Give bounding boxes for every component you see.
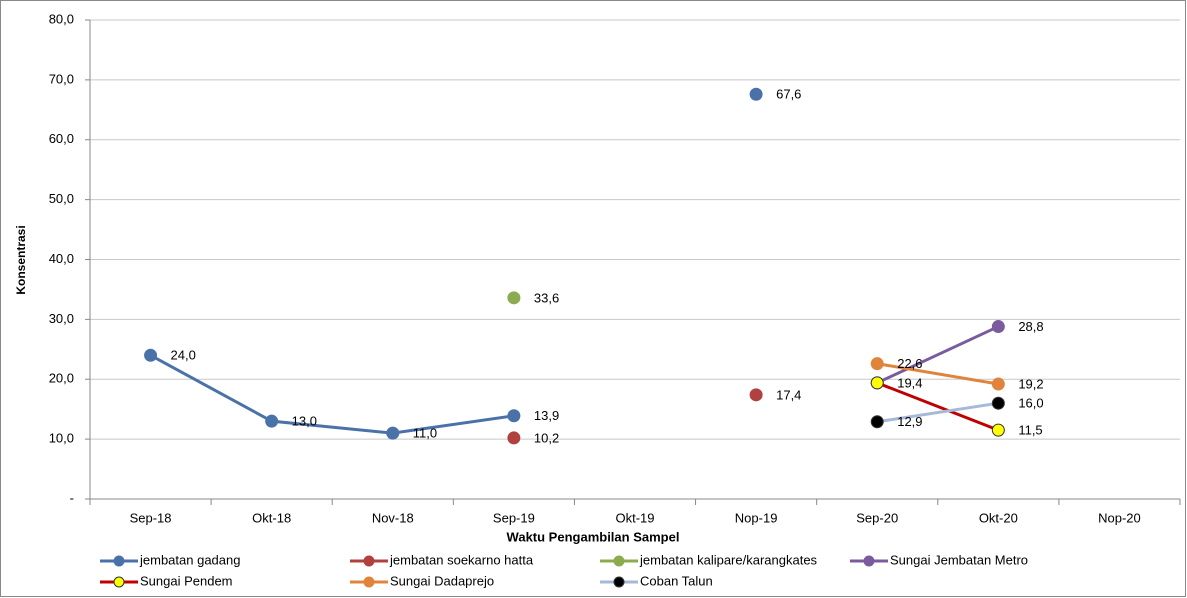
value-label: 10,2 [534, 430, 559, 445]
value-label: 11,5 [1018, 423, 1042, 438]
y-tick-label: 60,0 [49, 131, 74, 146]
series-marker [870, 415, 884, 429]
value-label: 24,0 [171, 348, 196, 363]
value-label: 13,0 [292, 414, 317, 429]
legend-marker [613, 576, 625, 588]
series-marker [991, 377, 1005, 391]
value-label: 33,6 [534, 290, 559, 305]
series-marker [749, 87, 763, 101]
x-tick-label: Sep-20 [856, 510, 898, 525]
value-label: 22,6 [897, 356, 922, 371]
legend-label: Sungai Jembatan Metro [890, 552, 1028, 567]
y-tick-label: 50,0 [49, 191, 74, 206]
x-axis-title: Waktu Pengambilan Sampel [507, 529, 680, 544]
series-line [876, 362, 999, 386]
x-tick-label: Okt-19 [615, 510, 654, 525]
series-marker [991, 320, 1005, 334]
legend-marker [363, 576, 375, 588]
series-marker [386, 426, 400, 440]
legend-marker [363, 555, 375, 567]
series-marker [507, 431, 521, 445]
y-axis-title: Konsentrasi [14, 225, 28, 294]
legend-label: Coban Talun [640, 573, 713, 588]
y-tick-label: 80,0 [49, 11, 74, 26]
value-label: 19,2 [1018, 376, 1043, 391]
series-marker [507, 291, 521, 305]
value-label: 67,6 [776, 87, 801, 102]
y-tick-label: 40,0 [49, 251, 74, 266]
value-label: 28,8 [1018, 319, 1043, 334]
x-tick-label: Nov-18 [372, 510, 414, 525]
y-tick-label: 10,0 [49, 431, 74, 446]
series-marker [991, 396, 1005, 410]
value-label: 13,9 [534, 408, 559, 423]
series-marker [749, 388, 763, 402]
legend-label: Sungai Dadaprejo [390, 573, 494, 588]
legend-marker [113, 555, 125, 567]
series-line [876, 325, 999, 385]
series-line [876, 381, 999, 432]
y-tick-label: - [70, 490, 74, 505]
series-marker [265, 414, 279, 428]
legend-marker [863, 555, 875, 567]
y-tick-label: 70,0 [49, 71, 74, 86]
x-tick-label: Nop-20 [1098, 510, 1141, 525]
series-marker [507, 409, 521, 423]
value-label: 16,0 [1018, 396, 1043, 411]
series-line [876, 401, 999, 424]
series-marker [144, 348, 158, 362]
value-label: 11,0 [413, 426, 437, 441]
series-marker [870, 357, 884, 371]
legend-label: jembatan gadang [139, 552, 240, 567]
series-marker [870, 376, 884, 390]
value-label: 19,4 [897, 375, 922, 390]
value-label: 17,4 [776, 387, 801, 402]
legend-marker [113, 576, 125, 588]
y-tick-label: 30,0 [49, 311, 74, 326]
value-label: 12,9 [897, 414, 922, 429]
legend-label: jembatan kalipare/karangkates [639, 552, 818, 567]
x-tick-label: Okt-20 [979, 510, 1018, 525]
x-tick-label: Sep-19 [493, 510, 535, 525]
x-tick-label: Okt-18 [252, 510, 291, 525]
legend-marker [613, 555, 625, 567]
x-tick-label: Nop-19 [735, 510, 778, 525]
x-tick-label: Sep-18 [130, 510, 172, 525]
y-tick-label: 20,0 [49, 371, 74, 386]
legend-label: Sungai Pendem [140, 573, 233, 588]
series-marker [991, 423, 1005, 437]
legend-label: jembatan soekarno hatta [389, 552, 534, 567]
